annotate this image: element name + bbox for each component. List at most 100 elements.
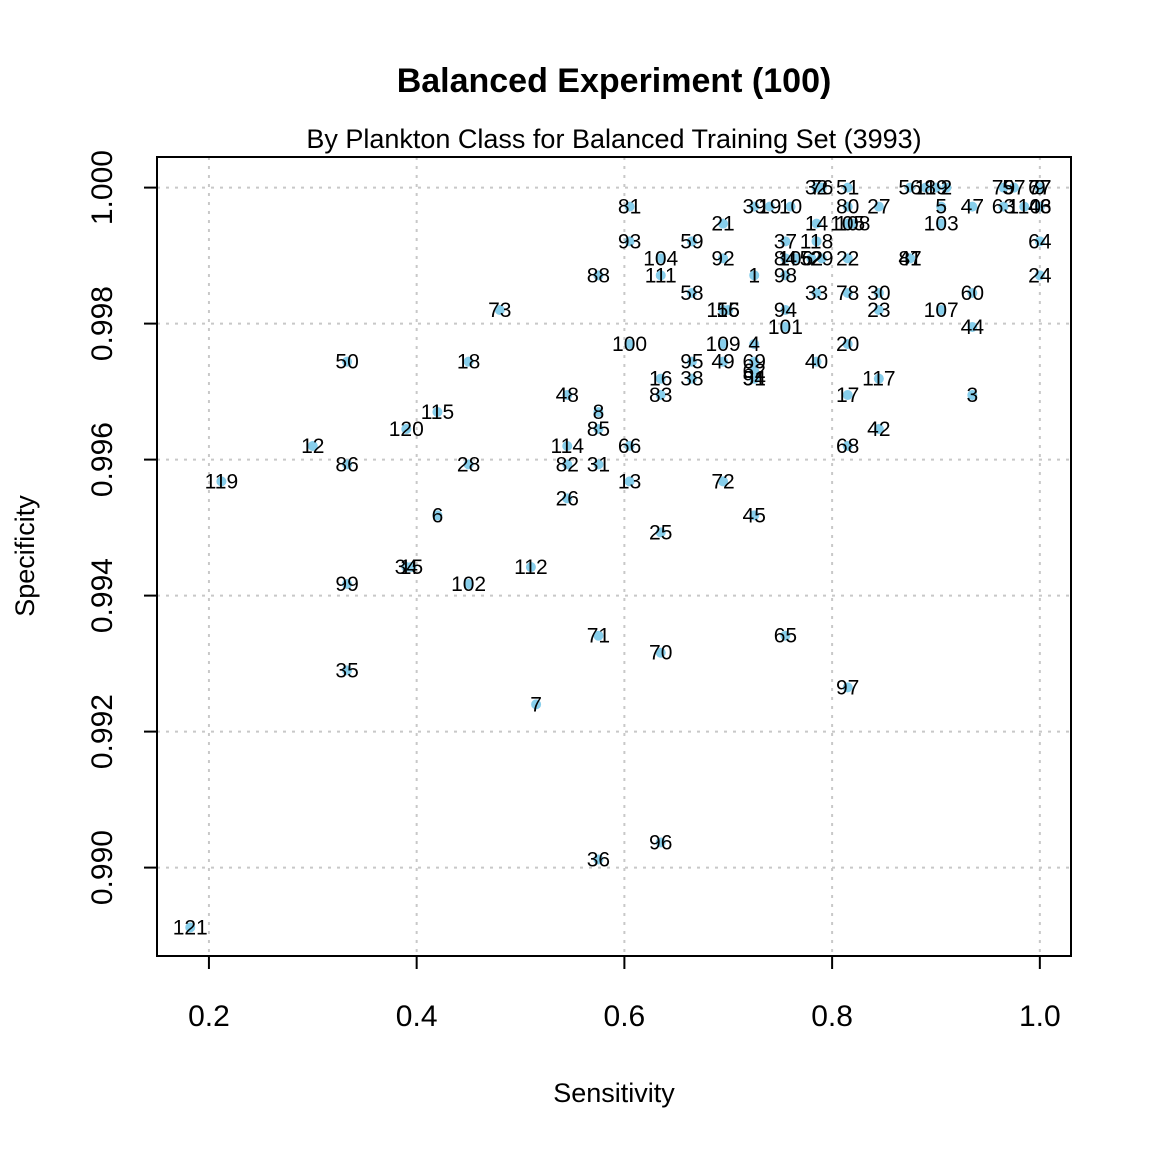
data-label-64: 64 xyxy=(1028,230,1052,253)
data-point-41 xyxy=(905,253,916,264)
data-label-7: 7 xyxy=(530,693,542,716)
data-point-27 xyxy=(873,201,884,212)
data-point-84 xyxy=(780,253,791,264)
data-point-57 xyxy=(1008,182,1019,193)
data-point-118 xyxy=(811,236,822,247)
data-point-43 xyxy=(1034,201,1045,212)
data-label-63: 63 xyxy=(992,196,1015,219)
data-point-22 xyxy=(842,253,853,264)
data-point-14 xyxy=(811,218,822,229)
data-label-77: 77 xyxy=(1028,177,1051,200)
data-point-101 xyxy=(780,322,791,332)
y-tick-label: 0.992 xyxy=(86,694,119,769)
x-axis-title: Sensitivity xyxy=(553,1078,675,1108)
data-point-39 xyxy=(749,201,760,212)
data-point-95 xyxy=(686,356,697,367)
data-point-20 xyxy=(842,339,853,349)
data-point-48 xyxy=(562,390,573,400)
chart-subtitle: By Plankton Class for Balanced Training … xyxy=(306,124,921,154)
data-point-26 xyxy=(562,493,573,504)
data-label-78: 78 xyxy=(836,282,859,305)
data-label-116: 116 xyxy=(706,299,739,322)
data-label-99: 99 xyxy=(335,573,358,596)
data-point-29 xyxy=(816,253,827,264)
x-tick-label: 0.2 xyxy=(188,1000,230,1033)
data-label-2: 2 xyxy=(941,177,953,200)
data-label-47: 47 xyxy=(961,196,984,219)
grid-lines xyxy=(157,157,1071,956)
data-point-35 xyxy=(342,665,353,676)
data-point-102 xyxy=(463,579,474,590)
y-tick-label: 0.990 xyxy=(86,830,119,905)
data-label-91: 91 xyxy=(743,368,766,391)
data-label-36: 36 xyxy=(587,848,610,871)
data-label-107: 107 xyxy=(924,299,959,322)
data-label-8: 8 xyxy=(593,401,605,424)
data-label-34: 34 xyxy=(395,556,419,579)
data-label-15: 15 xyxy=(400,556,423,579)
data-label-109: 109 xyxy=(706,333,741,356)
data-label-97: 97 xyxy=(836,676,859,699)
data-label-27: 27 xyxy=(867,196,890,219)
data-label-98: 98 xyxy=(774,264,797,287)
data-point-58 xyxy=(686,288,697,298)
data-label-104: 104 xyxy=(643,247,678,270)
data-point-99 xyxy=(342,579,353,590)
data-label-60: 60 xyxy=(961,282,984,305)
data-label-120: 120 xyxy=(389,418,424,441)
data-label-33: 33 xyxy=(805,282,828,305)
data-point-98 xyxy=(780,270,791,281)
data-point-70 xyxy=(655,647,666,658)
data-label-59: 59 xyxy=(680,230,703,253)
data-label-22: 22 xyxy=(836,247,859,270)
data-point-68 xyxy=(842,441,853,451)
data-point-6 xyxy=(432,510,443,521)
data-point-76 xyxy=(816,182,827,193)
data-point-63 xyxy=(998,201,1009,212)
data-point-78 xyxy=(842,288,853,298)
data-label-35: 35 xyxy=(335,659,358,682)
data-label-45: 45 xyxy=(743,504,766,527)
data-point-117 xyxy=(873,373,884,384)
data-point-86 xyxy=(342,459,353,470)
data-label-119: 119 xyxy=(205,470,238,493)
data-label-50: 50 xyxy=(335,351,358,374)
data-label-70: 70 xyxy=(649,642,672,665)
data-point-18 xyxy=(463,356,474,367)
x-tick-label: 1.0 xyxy=(1019,1000,1061,1033)
data-label-51: 51 xyxy=(836,177,859,200)
data-point-60 xyxy=(967,288,978,298)
data-label-37: 37 xyxy=(774,230,797,253)
data-point-106 xyxy=(790,253,801,264)
data-label-3: 3 xyxy=(966,384,978,407)
data-label-65: 65 xyxy=(774,625,797,648)
data-point-44 xyxy=(967,322,978,332)
data-point-13 xyxy=(624,476,635,487)
data-label-43: 43 xyxy=(1028,196,1051,219)
data-point-12 xyxy=(307,441,318,451)
data-point-81 xyxy=(624,201,635,212)
data-point-92 xyxy=(718,253,729,264)
data-label-100: 100 xyxy=(612,333,647,356)
data-label-103: 103 xyxy=(924,213,959,236)
data-point-3 xyxy=(967,390,978,400)
data-point-80 xyxy=(842,201,853,212)
data-point-103 xyxy=(936,218,947,229)
data-point-89 xyxy=(930,182,941,193)
data-label-101: 101 xyxy=(768,316,803,339)
data-label-86: 86 xyxy=(335,453,358,476)
data-point-28 xyxy=(463,459,474,470)
data-label-28: 28 xyxy=(457,453,480,476)
y-axis: 0.990 0.992 0.994 0.996 0.998 1.000 xyxy=(86,150,157,905)
data-label-1: 1 xyxy=(748,264,760,287)
data-label-121: 121 xyxy=(173,916,208,939)
data-label-117: 117 xyxy=(862,368,895,391)
data-point-31 xyxy=(593,459,604,470)
data-point-23 xyxy=(873,305,884,315)
data-point-5 xyxy=(936,201,947,212)
data-point-121 xyxy=(185,922,196,933)
x-tick-label: 0.8 xyxy=(811,1000,853,1033)
data-label-73: 73 xyxy=(488,299,511,322)
data-labels: 1211191250869935120341511561828102731127… xyxy=(173,177,1052,940)
data-point-17 xyxy=(842,390,853,400)
